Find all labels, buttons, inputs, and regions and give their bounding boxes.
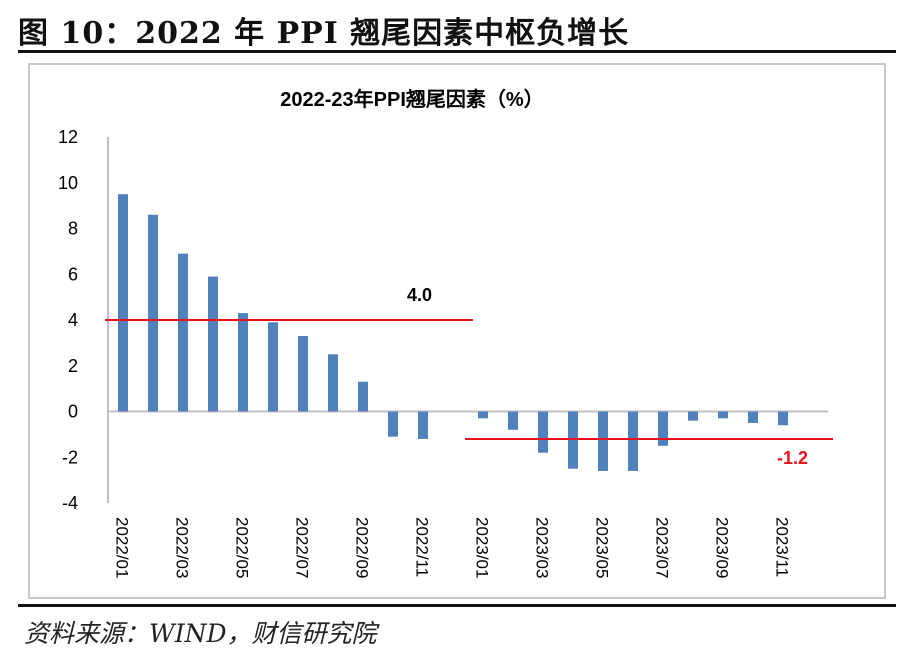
bar-2022-05: [238, 313, 248, 412]
x-tick-label: 2022/09: [353, 517, 372, 578]
chart-title: 2022-23年PPI翘尾因素（%）: [280, 87, 543, 111]
bar-chart: 2022-23年PPI翘尾因素（%） 12 10 8 6 4 2 0 -2 -4 2022/01…: [58, 87, 833, 578]
bar-2022-08: [328, 354, 338, 412]
bar-2023-10: [748, 411, 758, 423]
y-tick-label: -4: [62, 493, 78, 513]
x-tick-label: 2023/03: [533, 517, 552, 578]
bar-2022-04: [208, 276, 218, 412]
x-tick-label: 2023/05: [593, 517, 612, 578]
bar-2022-03: [178, 253, 188, 412]
x-tick-label: 2022/05: [233, 517, 252, 578]
y-tick-label: 4: [68, 310, 78, 330]
bar-2023-04: [568, 411, 578, 469]
bar-2022-01: [118, 194, 128, 412]
x-tick-label: 2022/01: [113, 517, 132, 578]
bar-2023-09: [718, 411, 728, 419]
y-axis: 12 10 8 6 4 2 0 -2 -4: [58, 127, 109, 513]
y-tick-label: 10: [58, 173, 78, 193]
x-tick-label: 2022/07: [293, 517, 312, 578]
bars: [118, 194, 788, 471]
mean-label-2022: 4.0: [407, 285, 432, 305]
bar-2022-02: [148, 214, 158, 412]
y-tick-label: 6: [68, 264, 78, 284]
x-tick-label: 2023/07: [653, 517, 672, 578]
bottom-rule: [18, 604, 896, 607]
x-axis: 2022/01 2022/03 2022/05 2022/07 2022/09 2022/…: [108, 410, 828, 578]
bar-2023-06: [628, 411, 638, 471]
bar-2023-02: [508, 411, 518, 430]
bar-2023-01: [478, 411, 488, 419]
bar-2022-11: [418, 411, 428, 439]
bar-2022-10: [388, 411, 398, 437]
y-tick-label: -2: [62, 447, 78, 467]
bar-2023-03: [538, 411, 548, 453]
top-rule: [18, 50, 896, 53]
y-tick-label: 8: [68, 219, 78, 239]
bar-2023-07: [658, 411, 668, 446]
x-tick-label: 2022/11: [413, 517, 432, 577]
x-tick-label: 2022/03: [173, 517, 192, 578]
x-tick-label: 2023/01: [473, 517, 492, 578]
y-tick-label: 0: [68, 402, 78, 422]
mean-label-2023: -1.2: [777, 448, 808, 468]
bar-2023-11: [778, 411, 788, 426]
bar-2022-07: [298, 336, 308, 412]
bar-2023-05: [598, 411, 608, 471]
figure-title: 图 10：2022 年 PPI 翘尾因素中枢负增长: [18, 16, 630, 51]
x-tick-label: 2023/11: [773, 517, 792, 577]
bar-2022-06: [268, 322, 278, 412]
y-tick-label: 12: [58, 127, 78, 147]
bar-2022-09: [358, 381, 368, 412]
y-tick-label: 2: [68, 356, 78, 376]
source-note: 资料来源：WIND，财信研究院: [24, 619, 377, 648]
x-tick-label: 2023/09: [713, 517, 732, 578]
bar-2023-08: [688, 411, 698, 421]
mean-lines: 4.0 -1.2: [105, 285, 833, 468]
chart-frame: 2022-23年PPI翘尾因素（%） 12 10 8 6 4 2 0 -2 -4 2022/01…: [28, 63, 886, 599]
